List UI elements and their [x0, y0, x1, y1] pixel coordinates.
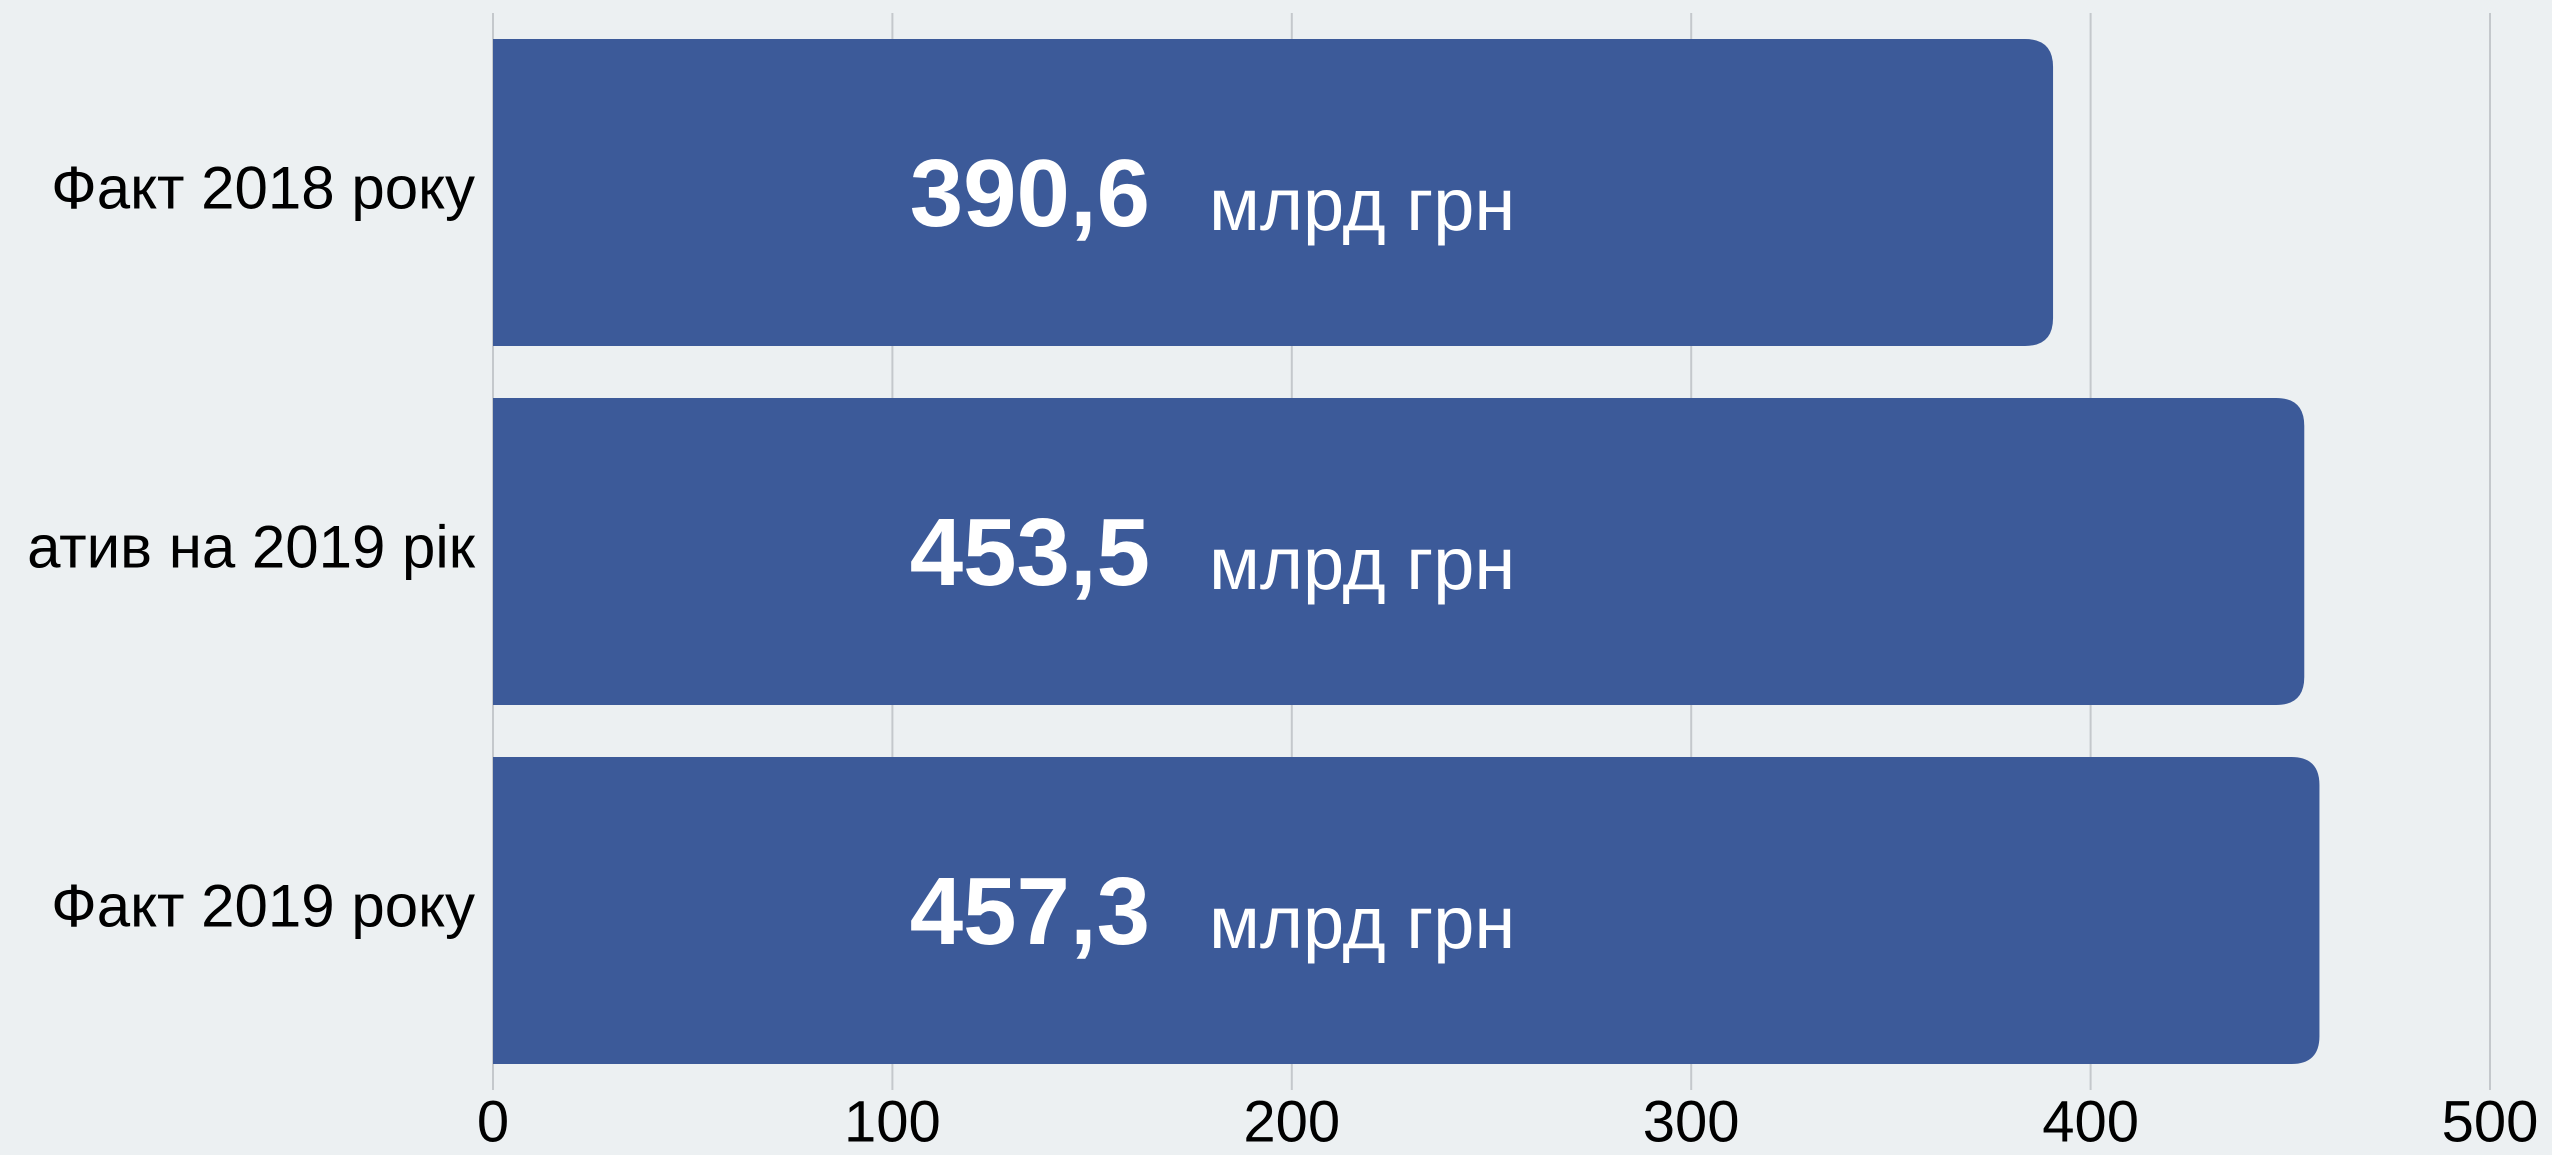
x-tick-label: 500 [2442, 1089, 2539, 1154]
unit-label: млрд грн [1209, 881, 1515, 964]
value-label: 453,5 [910, 499, 1150, 606]
value-label: 390,6 [910, 140, 1150, 247]
bar [493, 39, 2054, 346]
category-label: атив на 2019 рік [27, 513, 476, 580]
category-label: Факт 2018 року [51, 154, 475, 221]
value-label: 457,3 [910, 858, 1150, 965]
x-tick-label: 300 [1643, 1089, 1740, 1154]
category-label: Факт 2019 року [51, 872, 475, 939]
bar [493, 757, 2320, 1064]
x-tick-label: 100 [844, 1089, 941, 1154]
x-tick-label: 0 [477, 1089, 509, 1154]
x-tick-label: 200 [1243, 1089, 1340, 1154]
unit-label: млрд грн [1209, 163, 1515, 246]
bar [493, 398, 2305, 705]
x-tick-label: 400 [2042, 1089, 2139, 1154]
unit-label: млрд грн [1209, 522, 1515, 605]
